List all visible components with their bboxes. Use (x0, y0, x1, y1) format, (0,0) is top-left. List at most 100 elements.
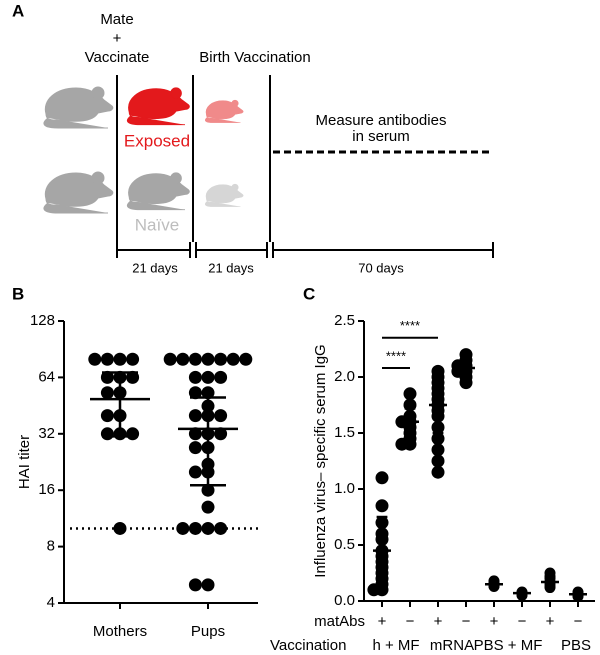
y-tick-label: 0.0 (334, 592, 355, 609)
data-point (188, 521, 202, 535)
data-point (100, 386, 114, 400)
data-point (201, 483, 215, 497)
data-point (126, 370, 140, 384)
data-point (403, 387, 417, 401)
data-point (88, 352, 102, 366)
data-point (100, 370, 114, 384)
y-tick-label: 64 (38, 368, 55, 385)
data-point (126, 352, 140, 366)
data-point (188, 465, 202, 479)
x-tick-label: Pups (191, 623, 225, 640)
data-point (126, 427, 140, 441)
x-tick-label: + (490, 613, 499, 630)
duration: 21 days (208, 260, 254, 275)
y-tick-label: 16 (38, 481, 55, 498)
data-point (188, 352, 202, 366)
x-tick-label: − (406, 613, 415, 630)
data-point (214, 352, 228, 366)
data-point (367, 583, 381, 597)
data-point (201, 370, 215, 384)
group-label: mRNA (430, 637, 474, 654)
pup-icon (204, 183, 244, 207)
data-point (188, 409, 202, 423)
data-point (375, 499, 389, 513)
data-point (214, 427, 228, 441)
x-tick-label: + (546, 613, 555, 630)
panel-label: A (12, 1, 24, 20)
data-point (239, 352, 253, 366)
step-text: Vaccinate (85, 49, 150, 66)
data-point (176, 352, 190, 366)
significance-label: **** (386, 348, 406, 363)
data-point (395, 437, 409, 451)
data-point (188, 386, 202, 400)
group-label: Exposed (124, 131, 190, 150)
step-text: Mate (100, 11, 133, 28)
data-point (201, 500, 215, 514)
data-point (375, 471, 389, 485)
y-tick-label: 8 (47, 538, 55, 555)
duration: 70 days (358, 260, 404, 275)
data-point (113, 521, 127, 535)
y-tick-label: 32 (38, 425, 55, 442)
data-point (201, 521, 215, 535)
data-point (163, 352, 177, 366)
duration: 21 days (132, 260, 178, 275)
x-tick-label: Mothers (93, 623, 147, 640)
data-point (188, 427, 202, 441)
data-point (201, 386, 215, 400)
y-tick-label: 1.0 (334, 480, 355, 497)
y-tick-label: 2.0 (334, 368, 355, 385)
pup-icon (204, 99, 244, 123)
group-label: PBS + MF (474, 637, 543, 654)
data-point (431, 432, 445, 446)
data-point (431, 454, 445, 468)
x-tick-label: − (462, 613, 471, 630)
data-point (113, 352, 127, 366)
data-point (201, 578, 215, 592)
x-tick-label: + (378, 613, 387, 630)
x-tick-label: − (574, 613, 583, 630)
y-tick-label: 128 (30, 312, 55, 329)
data-point (201, 352, 215, 366)
mouse-icon (43, 86, 114, 129)
panel-a: A Mate + Vaccinate Birth Vaccination Exp… (12, 1, 494, 275)
mouse-icon (126, 172, 190, 211)
group-label: h + MF (372, 637, 419, 654)
data-point (100, 427, 114, 441)
data-point (226, 352, 240, 366)
data-point (100, 352, 114, 366)
data-point (188, 441, 202, 455)
data-point (431, 443, 445, 457)
data-point (431, 465, 445, 479)
y-tick-label: 2.5 (334, 312, 355, 329)
step-text: Measure antibodies (316, 112, 447, 129)
group-label: Naïve (135, 215, 179, 234)
data-point (188, 370, 202, 384)
y-tick-label: 0.5 (334, 536, 355, 553)
panel-label: B (12, 284, 24, 303)
significance-label: **** (400, 318, 420, 333)
y-tick-label: 4 (47, 594, 55, 611)
mouse-icon (126, 87, 190, 126)
step-text: Birth Vaccination (199, 49, 310, 66)
y-axis-title: Influenza virus– specific serum IgG (312, 344, 329, 577)
data-point (214, 370, 228, 384)
panel-label: C (303, 284, 315, 303)
data-point (459, 376, 473, 390)
x-tick-label: − (518, 613, 527, 630)
data-point (100, 409, 114, 423)
data-point (188, 578, 202, 592)
y-axis-title: HAI titer (16, 435, 33, 489)
timeline (116, 75, 494, 258)
data-point (176, 521, 190, 535)
group-label: PBS (561, 637, 591, 654)
group-row-label: Vaccination (270, 637, 346, 654)
y-tick-label: 1.5 (334, 424, 355, 441)
x-tick-label: + (434, 613, 443, 630)
mouse-icon (43, 171, 114, 214)
row-label: matAbs (314, 613, 365, 630)
step-text: + (113, 30, 122, 47)
step-text: in serum (352, 128, 410, 145)
